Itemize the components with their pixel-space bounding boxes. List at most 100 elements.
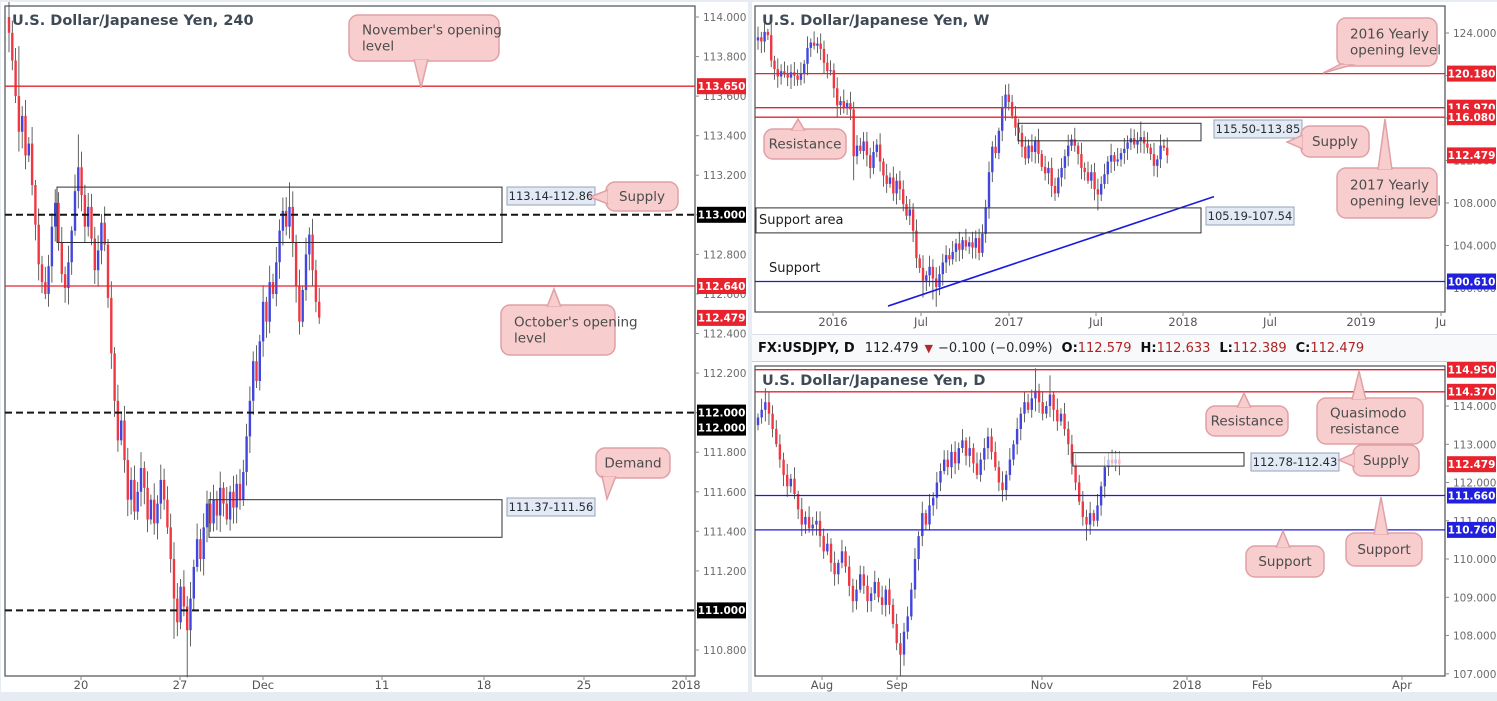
y-axis-label: 124.000: [1453, 28, 1496, 40]
svg-text:Support: Support: [1357, 542, 1410, 558]
callout-supply[interactable]: Supply: [1285, 125, 1370, 158]
svg-text:114.370: 114.370: [1448, 387, 1496, 399]
zone-range-label[interactable]: [1205, 206, 1295, 226]
callout-resistance[interactable]: Resistance: [763, 117, 847, 160]
svg-text:112.479: 112.479: [698, 313, 746, 325]
price-tag-111.000: [697, 602, 746, 619]
zone-range-label[interactable]: [1213, 119, 1303, 139]
svg-text:Supply: Supply: [619, 189, 665, 205]
price-tag-111.660: [1447, 487, 1496, 504]
x-axis-label: Jul: [913, 315, 928, 329]
price-tag-114.950: [1447, 362, 1496, 378]
infobar-close-label: C:: [1295, 340, 1311, 356]
down-arrow-icon: ▼: [924, 341, 933, 355]
y-axis-label: 113.400: [703, 131, 746, 143]
chart-title: U.S. Dollar/Japanese Yen, 240: [12, 13, 254, 29]
callout-supply[interactable]: Supply: [587, 181, 679, 212]
x-axis-label: 2017: [994, 315, 1023, 329]
infobar-change: −0.100 (−0.09%): [937, 340, 1053, 356]
chart-usdjpy-daily[interactable]: 112.78-112.43 Resistance Quasimodoresistan…: [752, 362, 1497, 701]
trendline[interactable]: [887, 195, 1215, 307]
svg-text:Support: Support: [1258, 554, 1311, 570]
x-axis-label: 2018: [1168, 315, 1197, 329]
chart-title: U.S. Dollar/Japanese Yen, D: [762, 373, 985, 389]
price-tag-110.760: [1447, 521, 1496, 538]
x-axis-label: Dec: [252, 678, 274, 692]
svg-text:Demand: Demand: [604, 456, 661, 472]
x-axis-label: 2018: [671, 678, 700, 692]
infobar-open-label: O:: [1061, 340, 1078, 356]
price-tag-100.610: [1447, 273, 1496, 290]
svg-text:Resistance: Resistance: [1211, 414, 1284, 430]
chart-title: U.S. Dollar/Japanese Yen, W: [762, 13, 989, 29]
support-area-label[interactable]: Support area: [759, 213, 844, 228]
price-tag-112.479: [1447, 456, 1496, 473]
svg-text:112.000: 112.000: [698, 422, 746, 434]
zone-range-label[interactable]: [1250, 452, 1340, 472]
y-axis-label: 108.000: [1453, 198, 1496, 210]
price-tag-113.650: [697, 78, 746, 95]
y-axis-label: 109.000: [1453, 592, 1496, 604]
y-axis-label: 114.000: [703, 12, 746, 24]
candles: [756, 17, 1169, 307]
callout-supply[interactable]: Supply: [1337, 444, 1420, 477]
y-axis-label: 111.800: [703, 447, 746, 459]
y-axis-label: 112.400: [703, 329, 746, 341]
x-axis-label: 20: [74, 678, 89, 692]
price-tag-112.640: [697, 278, 746, 294]
price-tag-112.000: [697, 419, 746, 436]
svg-text:112.479: 112.479: [1448, 459, 1496, 471]
y-axis-label: 113.800: [703, 52, 746, 64]
infobar-low-value: 112.389: [1232, 340, 1287, 356]
x-axis-label: Jul: [1088, 315, 1103, 329]
y-axis-label: 104.000: [1453, 241, 1496, 253]
y-axis-label: 112.800: [703, 249, 746, 261]
x-axis-label: Nov: [1031, 678, 1054, 692]
y-axis-label: 111.600: [703, 487, 746, 499]
y-axis-label: 114.000: [1453, 401, 1496, 413]
svg-text:115.50-113.85: 115.50-113.85: [1216, 122, 1301, 136]
svg-text:level: level: [362, 39, 394, 55]
supply-zone[interactable]: [1017, 122, 1202, 142]
zone-range-label[interactable]: [506, 497, 596, 517]
y-axis-label: 112.000: [1453, 478, 1496, 490]
symbol-info-bar: FX:USDJPY, D 112.479 ▼ −0.100 (−0.09%) O…: [752, 334, 1497, 362]
infobar-open-value: 112.579: [1077, 340, 1132, 356]
y-axis-label: 112.200: [703, 368, 746, 380]
svg-text:resistance: resistance: [1330, 422, 1399, 438]
y-axis-label: 107.000: [1453, 669, 1496, 681]
support-area-zone[interactable]: [755, 207, 1202, 234]
support-label[interactable]: Support: [769, 261, 820, 276]
callout-support-left[interactable]: Support: [1245, 529, 1325, 578]
svg-text:112.479: 112.479: [1448, 150, 1496, 162]
svg-text:112.78-112.43: 112.78-112.43: [1253, 455, 1338, 469]
y-axis-label: 110.000: [1453, 554, 1496, 566]
chart-background: [1, 2, 748, 692]
supply-zone[interactable]: [1072, 452, 1245, 467]
demand-zone[interactable]: [208, 499, 503, 538]
callout-support-right[interactable]: Support: [1345, 496, 1423, 567]
y-axis-label: 113.000: [1453, 439, 1496, 451]
callout-demand[interactable]: Demand: [595, 447, 671, 502]
x-axis-label: Jul: [1262, 315, 1277, 329]
svg-text:111.000: 111.000: [698, 605, 746, 617]
plot-border: [754, 5, 1446, 313]
x-axis-label: 2016: [818, 315, 847, 329]
svg-text:111.37-111.56: 111.37-111.56: [509, 500, 594, 514]
chart-usdjpy-weekly[interactable]: 115.50-113.85 105.19-107.54 Support area Su…: [752, 2, 1497, 334]
svg-text:113.000: 113.000: [698, 210, 746, 222]
chart-usdjpy-240[interactable]: 113.14-112.86 111.37-111.56 November's ope…: [1, 2, 748, 696]
svg-text:opening level: opening level: [1350, 43, 1441, 59]
infobar-last-price: 112.479: [864, 340, 919, 356]
x-axis-label: 27: [173, 678, 188, 692]
svg-text:level: level: [514, 331, 546, 347]
price-tag-112.479: [697, 309, 746, 326]
callout-resistance[interactable]: Resistance: [1205, 391, 1289, 437]
x-axis-label: 18: [477, 678, 492, 692]
